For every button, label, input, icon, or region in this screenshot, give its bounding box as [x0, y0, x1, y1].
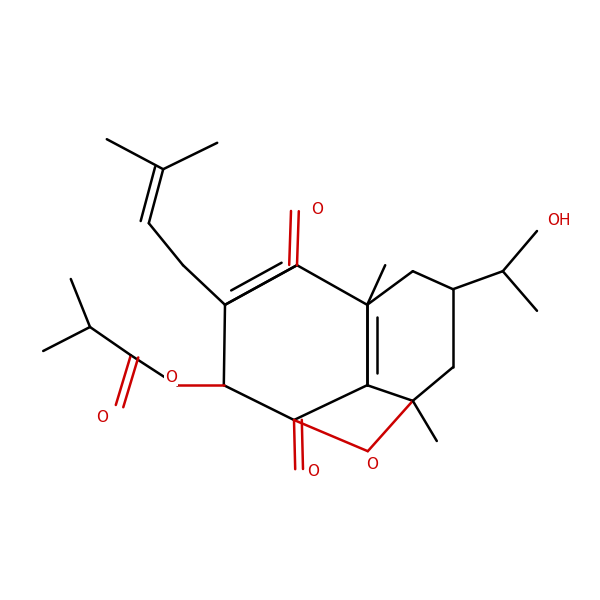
Text: O: O — [97, 409, 109, 425]
Text: O: O — [367, 457, 379, 472]
Text: O: O — [165, 370, 177, 385]
Text: OH: OH — [547, 213, 571, 228]
Text: O: O — [307, 463, 319, 479]
Text: O: O — [311, 202, 323, 217]
